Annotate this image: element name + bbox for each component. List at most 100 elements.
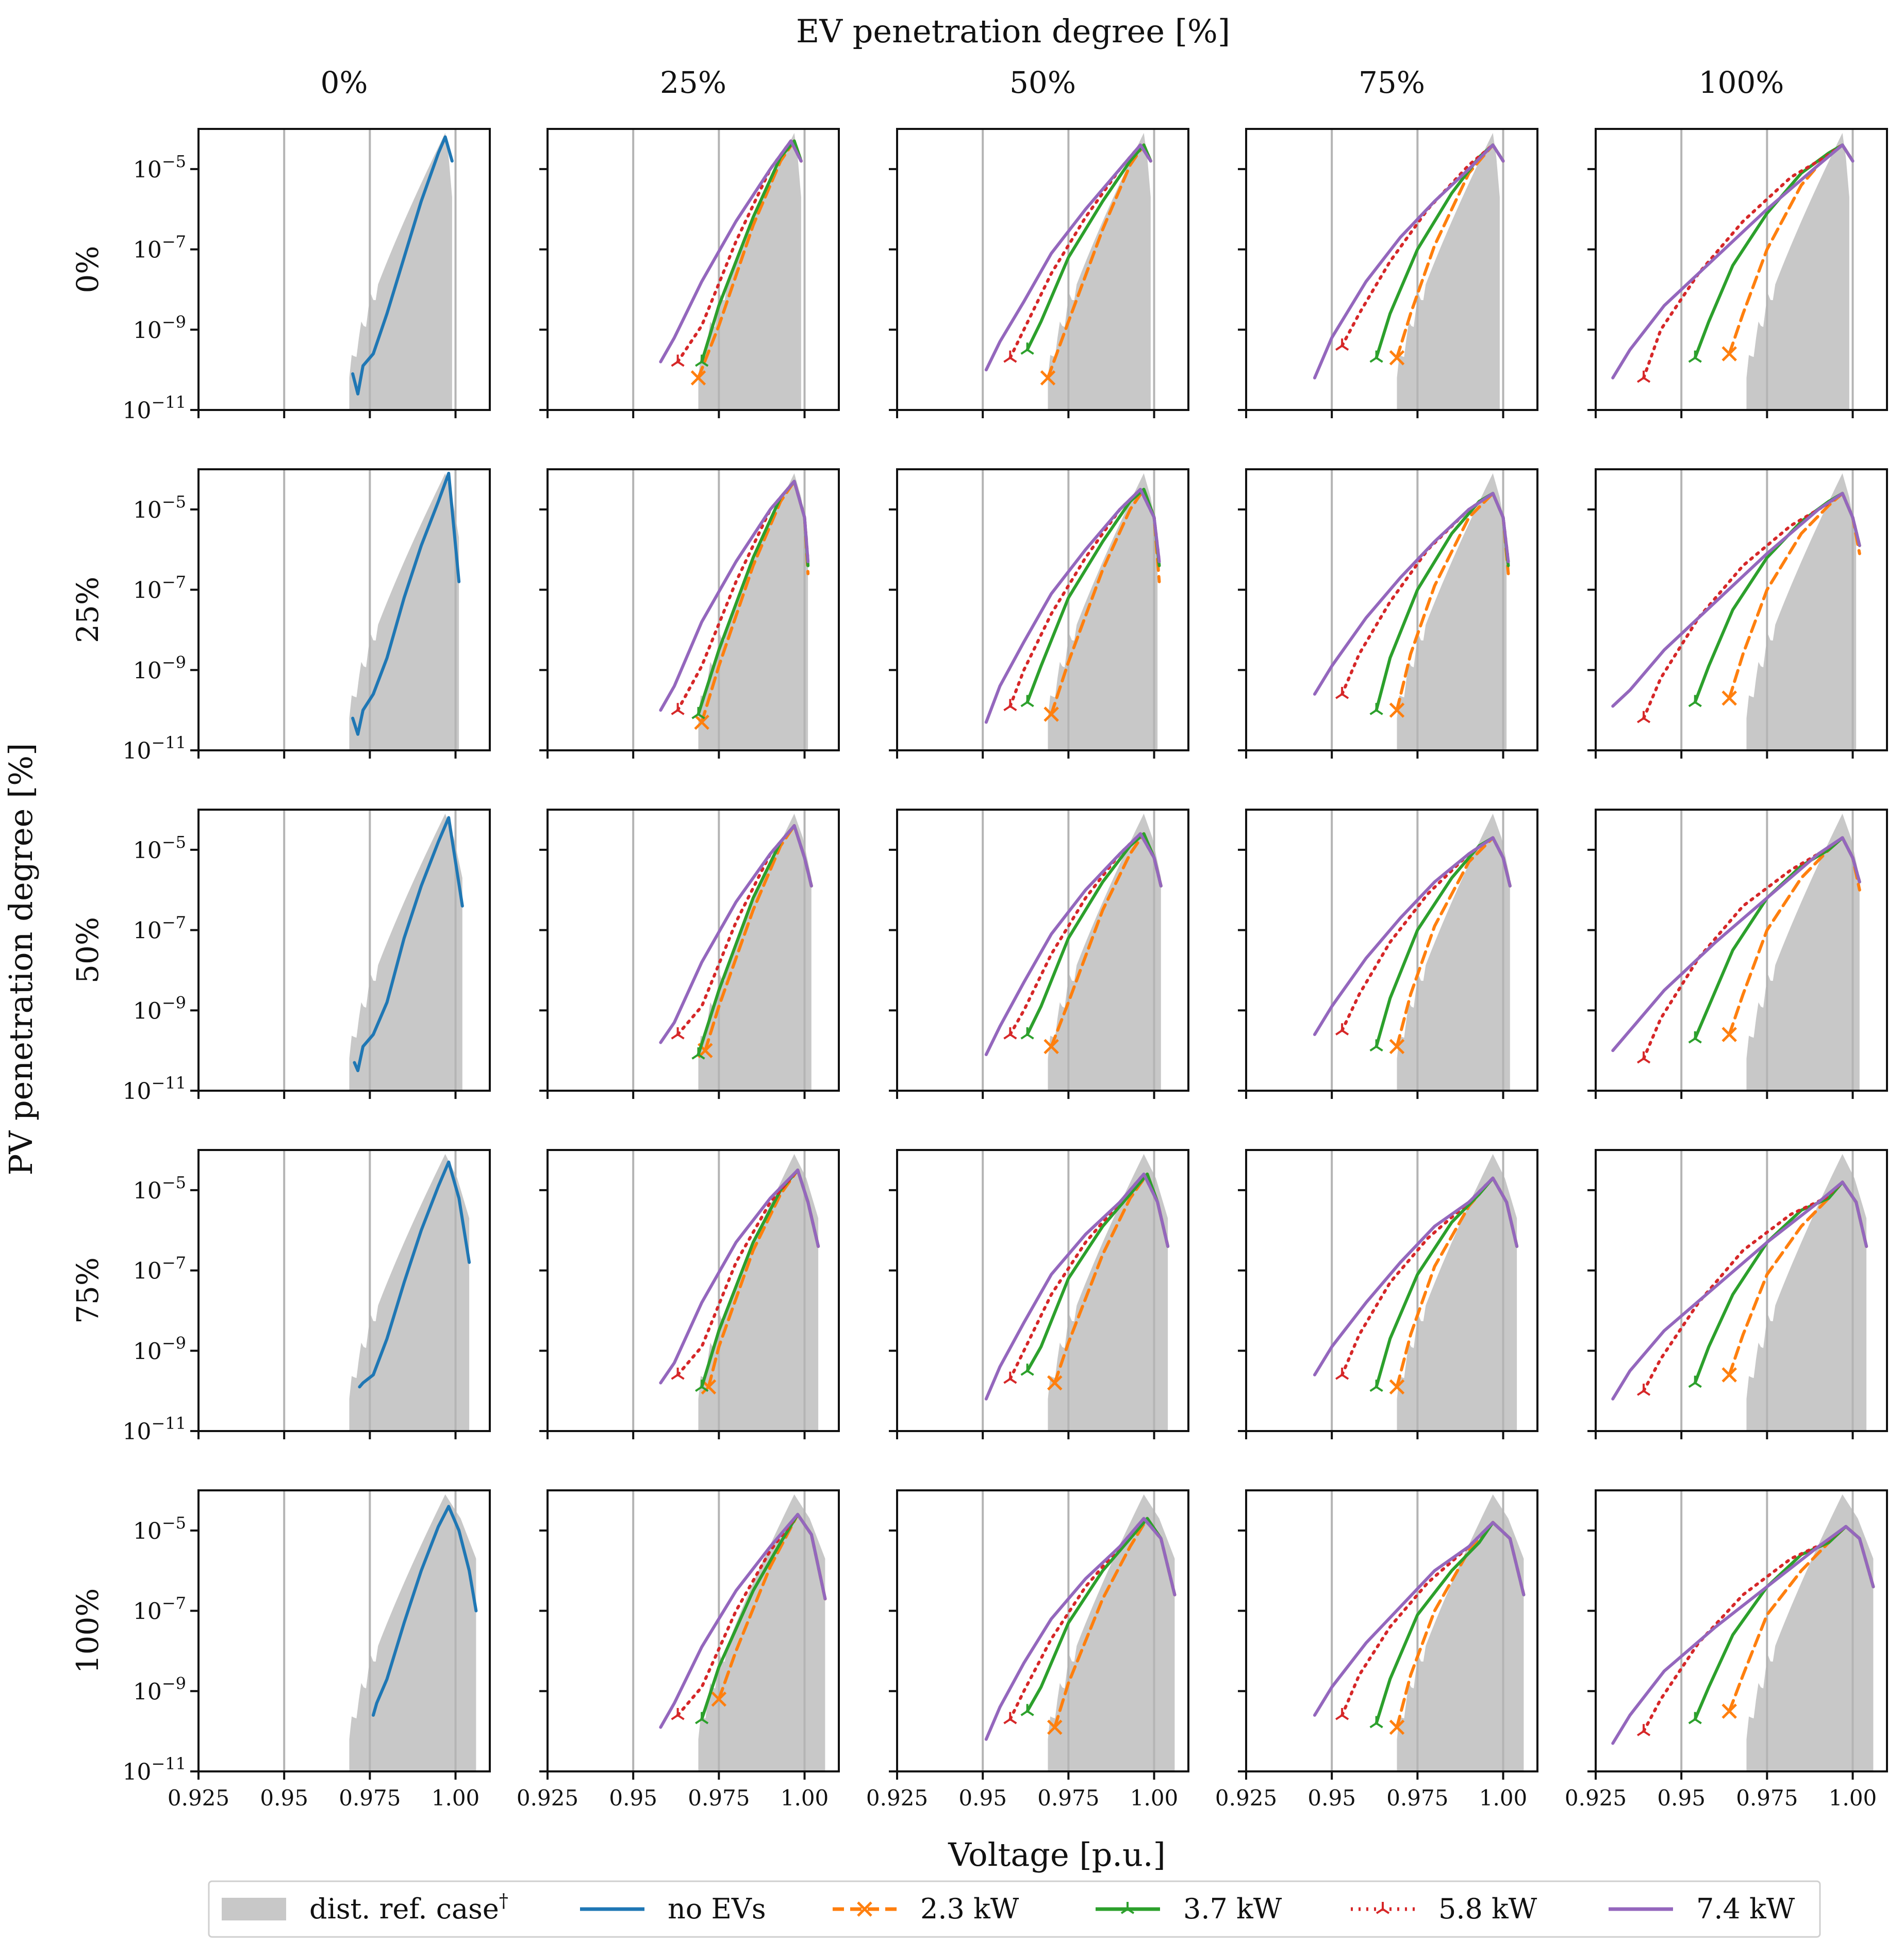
curve-marker-tri xyxy=(1369,1379,1383,1392)
curve-marker-tri xyxy=(1335,1023,1349,1036)
curve-marker-tri xyxy=(1636,1724,1651,1736)
panel-r0-c3 xyxy=(1238,128,1538,418)
curve-marker-x xyxy=(1047,1719,1063,1735)
x-tick-label: 0.95 xyxy=(609,1785,657,1811)
panel-frame xyxy=(1245,1489,1538,1772)
curve-7-4-kw xyxy=(1611,1525,1875,1745)
y-tick-label: 10−5 xyxy=(133,1173,186,1204)
x-tick-label: 1.00 xyxy=(432,1785,480,1811)
curve-marker-tri xyxy=(1020,1704,1034,1716)
curve-marker-tri xyxy=(691,1047,705,1060)
reference-distribution-area xyxy=(1397,133,1500,410)
y-tick-label: 10−7 xyxy=(133,1253,186,1285)
row-label: 50% xyxy=(70,917,105,983)
x-tick-label: 1.00 xyxy=(1829,1785,1877,1811)
panel-plot-area xyxy=(982,1150,1170,1431)
panel-r3-c4 xyxy=(1587,1149,1888,1439)
panel-r2-c1 xyxy=(539,809,840,1099)
curve-marker-x xyxy=(690,370,706,386)
curve-7-4-kw xyxy=(659,480,810,712)
y-tick-label: 10−9 xyxy=(133,652,186,684)
panel-plot-area xyxy=(982,469,1161,750)
panel-grid: 10−1110−910−710−510−1110−910−710−510−111… xyxy=(122,128,1888,1811)
reference-distribution-area xyxy=(1746,133,1849,410)
panel-r1-c4 xyxy=(1587,468,1888,759)
legend: dist. ref. case† no EVs 2.3 kW 3.7 kW 5.8 kW… xyxy=(208,1880,1821,1938)
reference-distribution-area xyxy=(349,1154,470,1431)
column-label: 75% xyxy=(1359,65,1425,100)
y-tick-label: 10−5 xyxy=(133,1513,186,1545)
panel-frame xyxy=(896,809,1189,1092)
curve-marker-tri xyxy=(1003,1712,1017,1724)
panel-r3-c0: 10−11 10−9 10−7 10−5 xyxy=(122,1149,491,1445)
legend-label: 3.7 kW xyxy=(1183,1893,1282,1925)
curve-5-8-kw xyxy=(1340,1521,1526,1717)
panel-r2-c2 xyxy=(889,809,1189,1099)
reference-distribution-area xyxy=(1746,813,1860,1091)
panel-plot-area xyxy=(283,1150,471,1431)
reference-distribution-area xyxy=(1746,1494,1874,1771)
panel-frame xyxy=(896,1149,1189,1432)
curve-marker-tri xyxy=(1688,1031,1702,1044)
x-tick-label: 0.975 xyxy=(688,1785,750,1811)
reference-distribution-area xyxy=(1397,813,1510,1091)
column-label: 0% xyxy=(320,65,368,100)
row-label: 25% xyxy=(70,577,105,643)
x-tick-label: 0.95 xyxy=(1307,1785,1356,1811)
curve-marker-tri xyxy=(1636,1384,1651,1396)
curve-7-4-kw xyxy=(1313,491,1510,696)
y-tick-label: 10−5 xyxy=(133,832,186,864)
y-tick-label: 10−7 xyxy=(133,572,186,604)
curve-marker-x xyxy=(1040,370,1056,386)
curve-7-4-kw xyxy=(1611,836,1861,1053)
row-labels: 0% 25% 50% 75% 100% xyxy=(70,245,105,1673)
panel-plot-area xyxy=(632,1490,827,1771)
curve-no-evs xyxy=(372,1505,478,1717)
curve-marker-tri xyxy=(1369,1716,1383,1729)
curve-marker-tri xyxy=(1120,1902,1135,1914)
panel-r0-c4 xyxy=(1587,128,1888,418)
curve-marker-x xyxy=(1047,1375,1063,1391)
curve-marker-x xyxy=(1721,1027,1737,1042)
y-tick-label: 10−11 xyxy=(122,1414,186,1445)
legend-swatch xyxy=(222,1898,286,1920)
curve-no-evs xyxy=(351,471,461,736)
panel-plot-area xyxy=(982,810,1163,1091)
panel-r0-c0: 10−11 10−9 10−7 10−5 xyxy=(122,128,491,424)
curve-7-4-kw xyxy=(659,1513,827,1729)
y-tick-label: 10−11 xyxy=(122,392,186,424)
reference-distribution-area xyxy=(349,813,462,1091)
curve-3-7-kw xyxy=(1025,143,1152,352)
panel-r1-c2 xyxy=(889,468,1189,759)
reference-distribution-area xyxy=(1746,1154,1867,1431)
y-tick-label: 10−5 xyxy=(133,152,186,183)
panel-plot-area xyxy=(1313,810,1512,1091)
curve-7-4-kw xyxy=(1611,491,1861,708)
curve-marker-x xyxy=(1389,1719,1405,1735)
panel-plot-area xyxy=(632,1150,820,1431)
panel-frame xyxy=(1595,468,1888,751)
panel-frame xyxy=(896,128,1189,411)
curve-7-4-kw xyxy=(984,1517,1177,1741)
curve-7-4-kw xyxy=(1313,143,1505,380)
curve-2-3-kw xyxy=(697,139,803,380)
legend-entry: 3.7 kW xyxy=(1096,1893,1282,1925)
curve-marker-tri xyxy=(1636,1051,1651,1064)
reference-distribution-area xyxy=(349,473,459,750)
curve-7-4-kw xyxy=(659,1168,820,1385)
x-tick-label: 0.975 xyxy=(339,1785,401,1811)
panel-plot-area xyxy=(632,810,813,1091)
panel-plot-area xyxy=(632,469,810,750)
panel-frame xyxy=(1595,128,1888,411)
x-tick-label: 0.975 xyxy=(1037,1785,1099,1811)
curve-marker-tri xyxy=(1020,1027,1034,1040)
panel-frame xyxy=(547,809,840,1092)
panel-r3-c2 xyxy=(889,1149,1189,1439)
y-tick-label: 10−7 xyxy=(133,913,186,944)
panel-plot-area xyxy=(1313,1150,1519,1431)
panel-r2-c3 xyxy=(1238,809,1538,1099)
legend-frame xyxy=(208,1880,1821,1938)
x-tick-label: 0.925 xyxy=(866,1785,928,1811)
curve-marker-x xyxy=(1721,1703,1737,1719)
